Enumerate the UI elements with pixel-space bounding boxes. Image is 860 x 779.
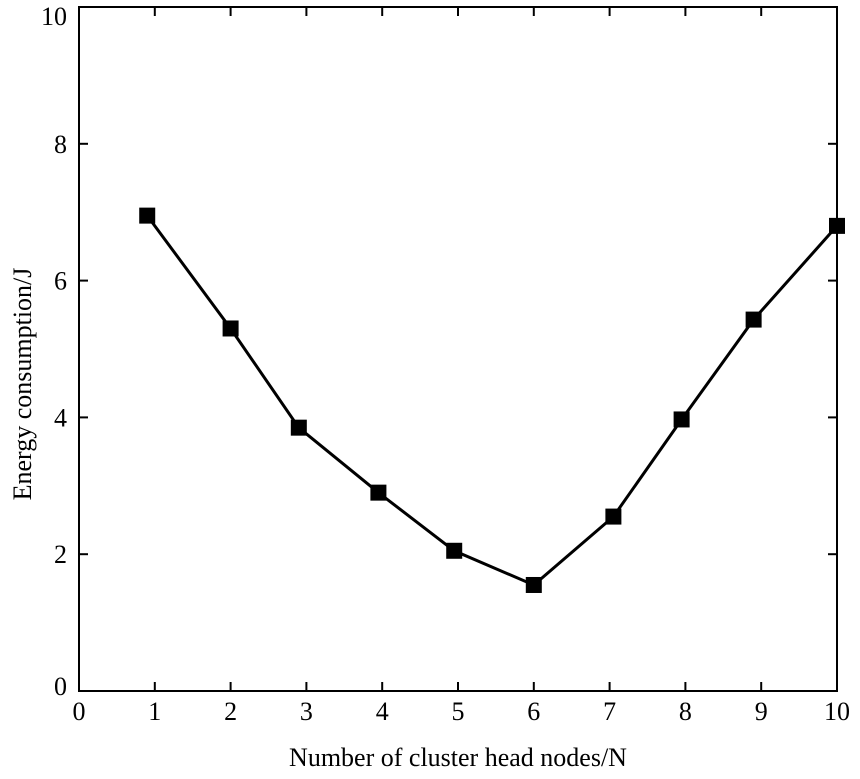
data-point-marker: [673, 411, 690, 428]
data-point-marker: [829, 217, 845, 234]
x-tick-label: 8: [679, 697, 692, 726]
plot-area-frame: [78, 6, 838, 692]
x-tick-label: 6: [527, 697, 540, 726]
y-tick-label: 0: [54, 672, 67, 701]
y-tick-label: 4: [54, 403, 67, 432]
x-tick-label: 7: [603, 697, 616, 726]
axis-ticks: [78, 6, 838, 692]
y-axis-title: Energy consumption/J: [8, 268, 37, 501]
x-tick-label: 1: [148, 697, 161, 726]
data-point-marker: [370, 484, 387, 501]
series-markers: [139, 207, 845, 593]
x-tick-label: 2: [224, 697, 237, 726]
x-tick-label: 10: [824, 697, 850, 726]
x-tick-label: 3: [300, 697, 313, 726]
y-tick-label: 6: [54, 267, 67, 296]
data-point-marker: [745, 311, 762, 328]
data-point-marker: [139, 207, 156, 224]
y-tick-label: 2: [54, 540, 67, 569]
tick-labels: 0 1 2 3 4 5 6 7 8 9 10 0 2 4 6 8 10: [41, 2, 850, 726]
y-tick-label: 8: [54, 130, 67, 159]
data-point-marker: [605, 508, 622, 525]
x-tick-label: 4: [376, 697, 389, 726]
data-point-marker: [446, 542, 463, 559]
x-tick-label: 5: [452, 697, 465, 726]
data-point-marker: [222, 320, 239, 337]
y-tick-label: 10: [41, 2, 67, 31]
data-point-marker: [525, 576, 542, 593]
x-axis-title: Number of cluster head nodes/N: [289, 743, 627, 772]
series-line: [145, 214, 839, 587]
x-tick-label: 9: [755, 697, 768, 726]
data-point-marker: [290, 419, 307, 436]
x-tick-label: 0: [73, 697, 86, 726]
